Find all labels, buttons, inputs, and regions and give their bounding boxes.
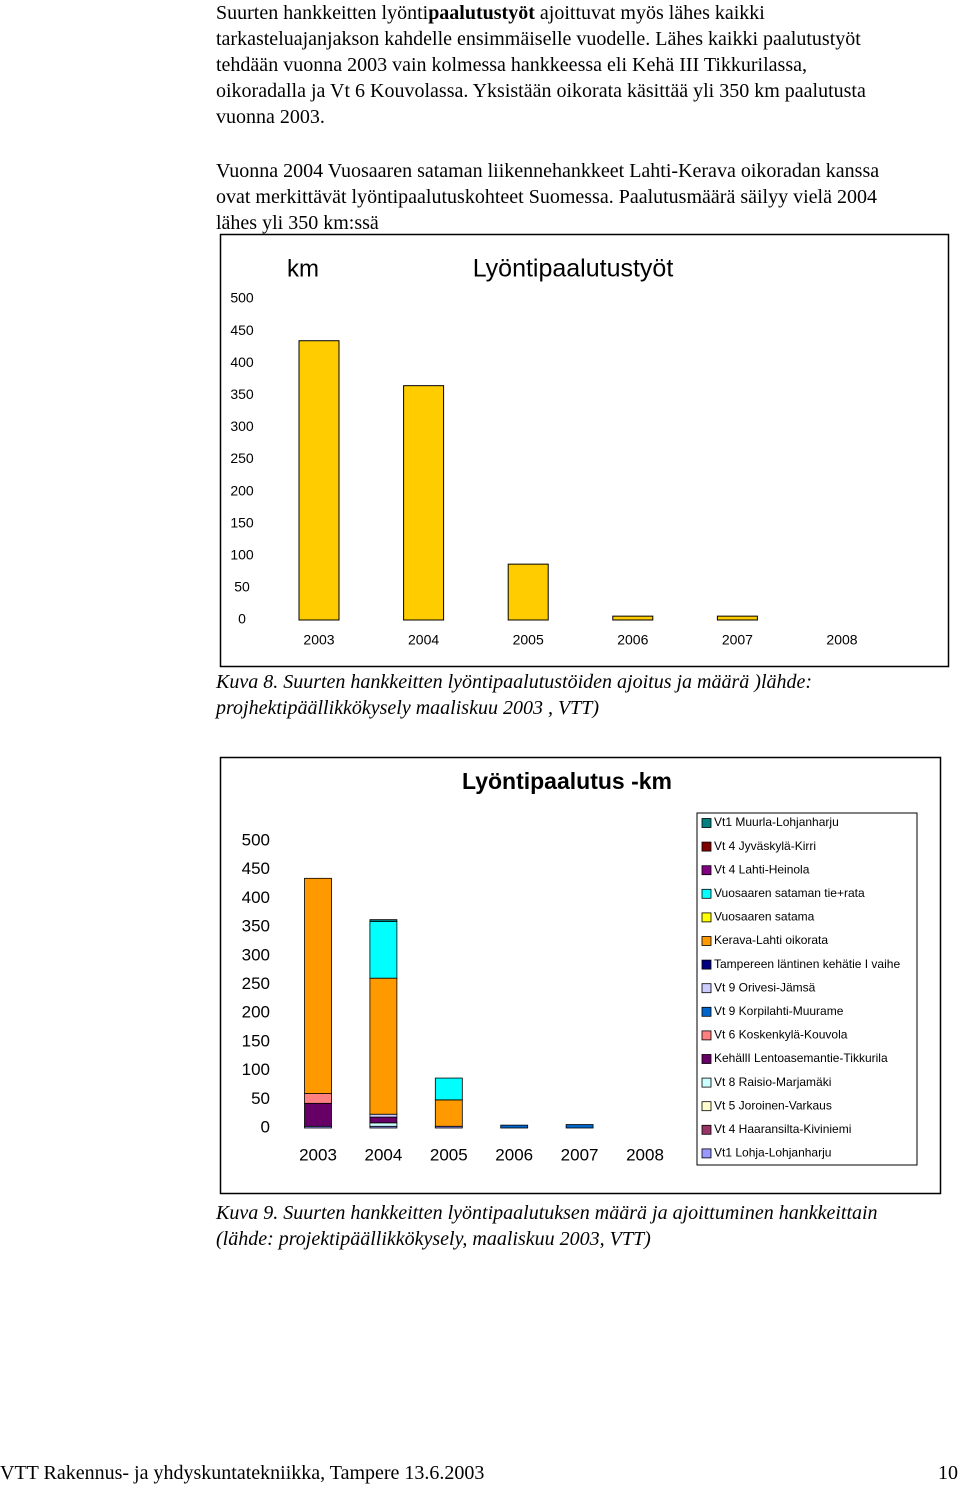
- footer-text: VTT Rakennus- ja yhdyskuntatekniikka, Ta…: [0, 1462, 485, 1484]
- legend-label: Vuosaaren satama: [714, 910, 815, 924]
- legend-label: Vt 5 Joroinen-Varkaus: [714, 1098, 832, 1112]
- legend-swatch: [701, 1006, 712, 1017]
- bar-segment: [304, 1102, 332, 1127]
- legend-swatch: [701, 865, 712, 876]
- legend-label: Kerava-Lahti oikorata: [714, 933, 828, 947]
- legend-swatch: [701, 983, 712, 994]
- bar: [612, 615, 654, 621]
- x-tick-label: 2008: [626, 1145, 664, 1164]
- legend-swatch: [701, 912, 712, 923]
- x-tick-label: 2006: [617, 632, 648, 648]
- y-tick-label: 100: [230, 547, 254, 563]
- legend-swatch: [701, 936, 712, 946]
- caption: Kuva 9. Suurten hankkeitten lyöntipaalut…: [216, 1202, 878, 1250]
- x-tick-label: 2004: [364, 1145, 402, 1164]
- legend-swatch: [701, 818, 712, 828]
- y-tick-label: 0: [238, 611, 246, 627]
- legend-label: Vt 8 Raisio-Marjamäki: [714, 1075, 831, 1089]
- bar-segment: [304, 877, 332, 1094]
- x-tick-label: 2005: [430, 1145, 468, 1164]
- y-tick-label: 500: [230, 290, 254, 306]
- y-tick-label: 300: [242, 945, 270, 964]
- paragraph: Vuonna 2004 Vuosaaren sataman liikenneha…: [216, 160, 880, 234]
- bar-segment: [565, 1124, 594, 1129]
- text: Suurten hankkeitten lyönti: [216, 2, 429, 24]
- y-tick-label: 250: [230, 450, 254, 466]
- y-tick-label: 350: [230, 386, 254, 402]
- bar: [298, 340, 340, 621]
- legend-swatch: [701, 1148, 712, 1159]
- bar-segment: [434, 1077, 463, 1101]
- y-tick-label: 150: [230, 514, 254, 530]
- legend-swatch: [701, 959, 712, 970]
- chart-title: Lyöntipaalutustyöt: [473, 255, 674, 283]
- bold-text: paalutustyöt: [428, 2, 535, 24]
- y-tick-label: 200: [230, 482, 254, 498]
- y-tick-label: 50: [234, 579, 250, 595]
- bar-segment: [304, 1093, 332, 1104]
- y-tick-label: 300: [230, 418, 254, 434]
- bar-segment: [434, 1099, 463, 1127]
- y-tick-label: 250: [242, 974, 270, 993]
- legend-label: Vuosaaren sataman tie+rata: [714, 886, 865, 900]
- bar: [403, 385, 445, 621]
- chart-frame: [219, 233, 950, 668]
- legend-label: Vt1 Muurla-Lohjanharju: [714, 815, 839, 829]
- x-tick-label: 2007: [561, 1145, 599, 1164]
- legend-label: Vt 4 Lahti-Heinola: [714, 862, 810, 876]
- x-tick-label: 2005: [513, 632, 544, 648]
- legend-label: Vt 4 Jyväskylä-Kirri: [714, 839, 816, 853]
- bar-segment: [369, 920, 398, 979]
- bar-segment: [369, 919, 398, 922]
- legend-swatch: [701, 1101, 712, 1112]
- text: ajoittuvat myös lähes kaikki tarkastelua…: [216, 2, 866, 128]
- y-tick-label: 450: [230, 322, 254, 338]
- legend-swatch: [701, 1124, 712, 1135]
- y-axis-label: km: [287, 255, 319, 282]
- legend-label: Vt 9 Orivesi-Jämsä: [714, 980, 816, 994]
- bar: [507, 563, 549, 621]
- y-tick-label: 200: [242, 1003, 270, 1022]
- legend-label: Tampereen läntinen kehätie I vaihe: [714, 957, 900, 971]
- y-tick-label: 350: [242, 917, 270, 936]
- x-tick-label: 2003: [303, 632, 334, 648]
- bar-segment: [500, 1124, 529, 1129]
- x-tick-label: 2003: [299, 1145, 337, 1164]
- y-tick-label: 400: [242, 888, 270, 907]
- legend-label: KehällI Lentoasemantie-Tikkurila: [714, 1051, 888, 1065]
- legend-swatch: [701, 1054, 712, 1064]
- bar-segment: [369, 1122, 398, 1127]
- legend-label: Vt 9 Korpilahti-Muurame: [714, 1004, 844, 1018]
- y-tick-label: 150: [242, 1031, 270, 1050]
- page-number: 10: [938, 1462, 958, 1484]
- x-tick-label: 2006: [495, 1145, 533, 1164]
- bar-segment: [369, 977, 398, 1115]
- y-tick-label: 400: [230, 354, 254, 370]
- bar-segment: [369, 1116, 398, 1124]
- y-tick-label: 0: [261, 1117, 270, 1136]
- legend-box: [696, 812, 918, 1166]
- x-tick-label: 2007: [722, 632, 753, 648]
- legend-swatch: [701, 1077, 712, 1088]
- chart-title: Lyöntipaalutus -km: [462, 768, 672, 794]
- bar: [716, 615, 758, 621]
- bar-segment: [369, 1113, 398, 1118]
- legend-swatch: [701, 888, 712, 899]
- paragraph: Suurten hankkeitten lyöntipaalutustyöt a…: [216, 0, 886, 130]
- caption: Kuva 8. Suurten hankkeitten lyöntipaalut…: [216, 671, 813, 719]
- y-tick-label: 450: [242, 859, 270, 878]
- legend-swatch: [701, 1030, 712, 1041]
- y-tick-label: 500: [242, 830, 270, 849]
- legend-label: Vt 6 Koskenkylä-Kouvola: [714, 1028, 848, 1042]
- legend-label: Vt 4 Haaransilta-Kiviniemi: [714, 1122, 851, 1136]
- y-tick-label: 100: [242, 1060, 270, 1079]
- legend-swatch: [701, 841, 712, 852]
- y-tick-label: 50: [251, 1089, 270, 1108]
- x-tick-label: 2008: [826, 632, 857, 648]
- legend-label: Vt1 Lohja-Lohjanharju: [714, 1146, 831, 1160]
- x-tick-label: 2004: [408, 632, 439, 648]
